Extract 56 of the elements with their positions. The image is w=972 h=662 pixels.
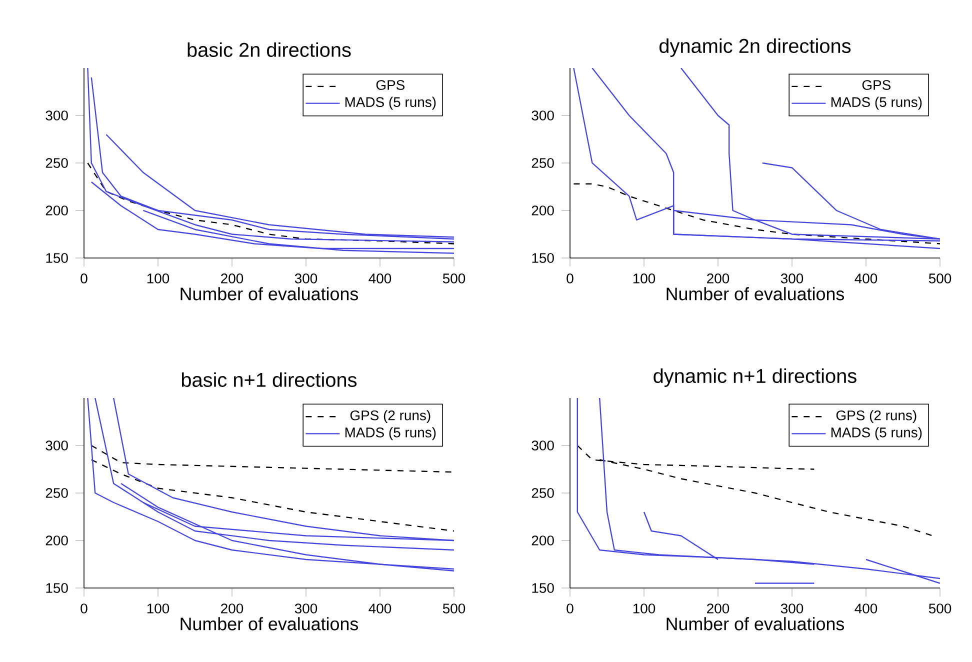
x-tick-label: 100 bbox=[633, 274, 656, 284]
x-tick-label: 0 bbox=[80, 604, 88, 614]
chart-title: basic 2n directions bbox=[188, 42, 351, 57]
y-tick-label: 250 bbox=[532, 158, 554, 168]
x-tick-label: 500 bbox=[442, 274, 466, 284]
x-tick-label: 100 bbox=[633, 604, 656, 614]
chart-title: basic n+1 directions bbox=[182, 372, 357, 387]
x-tick-label: 400 bbox=[854, 604, 878, 614]
x-tick-label: 300 bbox=[780, 274, 804, 284]
legend-label: MADS (5 runs) bbox=[345, 427, 436, 440]
x-tick-label: 400 bbox=[368, 604, 392, 614]
y-tick-label: 300 bbox=[532, 110, 554, 120]
x-tick-label: 200 bbox=[707, 274, 730, 284]
y-tick-label: 250 bbox=[46, 158, 68, 168]
y-tick-label: 300 bbox=[532, 440, 554, 450]
legend-label: MADS (5 runs) bbox=[345, 96, 436, 110]
x-tick-label: 500 bbox=[928, 604, 952, 614]
x-axis-title: Number of evaluations bbox=[666, 287, 844, 300]
y-tick-label: 200 bbox=[532, 536, 554, 546]
x-tick-label: 200 bbox=[221, 604, 244, 614]
x-tick-label: 400 bbox=[368, 274, 392, 284]
legend-label: MADS (5 runs) bbox=[831, 427, 922, 440]
chart-title: dynamic 2n directions bbox=[660, 38, 851, 57]
text: GPS bbox=[376, 80, 404, 90]
x-axis-title: Number of evaluations bbox=[180, 617, 358, 630]
y-tick-label: 150 bbox=[532, 583, 554, 593]
x-tick-label: 0 bbox=[566, 604, 574, 614]
y-tick-label: 150 bbox=[46, 583, 68, 593]
x-axis-title: Number of evaluations bbox=[666, 617, 844, 630]
legend-label: GPS (2 runs) bbox=[350, 410, 430, 424]
x-tick-label: 300 bbox=[780, 604, 804, 614]
x-axis-title: Number of evaluations bbox=[180, 287, 358, 300]
x-tick-label: 100 bbox=[147, 274, 170, 284]
x-tick-label: 400 bbox=[854, 274, 878, 284]
y-tick-label: 250 bbox=[532, 488, 554, 498]
legend-label: GPS (2 runs) bbox=[836, 410, 916, 424]
y-tick-label: 150 bbox=[46, 253, 68, 263]
y-tick-label: 150 bbox=[532, 253, 554, 263]
x-tick-label: 200 bbox=[221, 274, 244, 284]
y-tick-label: 250 bbox=[46, 488, 68, 498]
x-tick-label: 300 bbox=[294, 604, 318, 614]
x-tick-label: 300 bbox=[294, 274, 318, 284]
x-tick-label: 100 bbox=[147, 604, 170, 614]
legend-label: MADS (5 runs) bbox=[831, 96, 922, 110]
y-tick-label: 200 bbox=[46, 536, 68, 546]
y-tick-label: 300 bbox=[46, 440, 68, 450]
chart-title: dynamic n+1 directions bbox=[654, 368, 856, 387]
x-tick-label: 0 bbox=[80, 274, 88, 284]
y-tick-label: 300 bbox=[46, 110, 68, 120]
x-tick-label: 200 bbox=[707, 604, 730, 614]
x-tick-label: 500 bbox=[928, 274, 952, 284]
y-tick-label: 200 bbox=[46, 206, 68, 216]
text: GPS bbox=[862, 80, 890, 90]
x-tick-label: 0 bbox=[566, 274, 574, 284]
y-tick-label: 200 bbox=[532, 206, 554, 216]
x-tick-label: 500 bbox=[442, 604, 466, 614]
